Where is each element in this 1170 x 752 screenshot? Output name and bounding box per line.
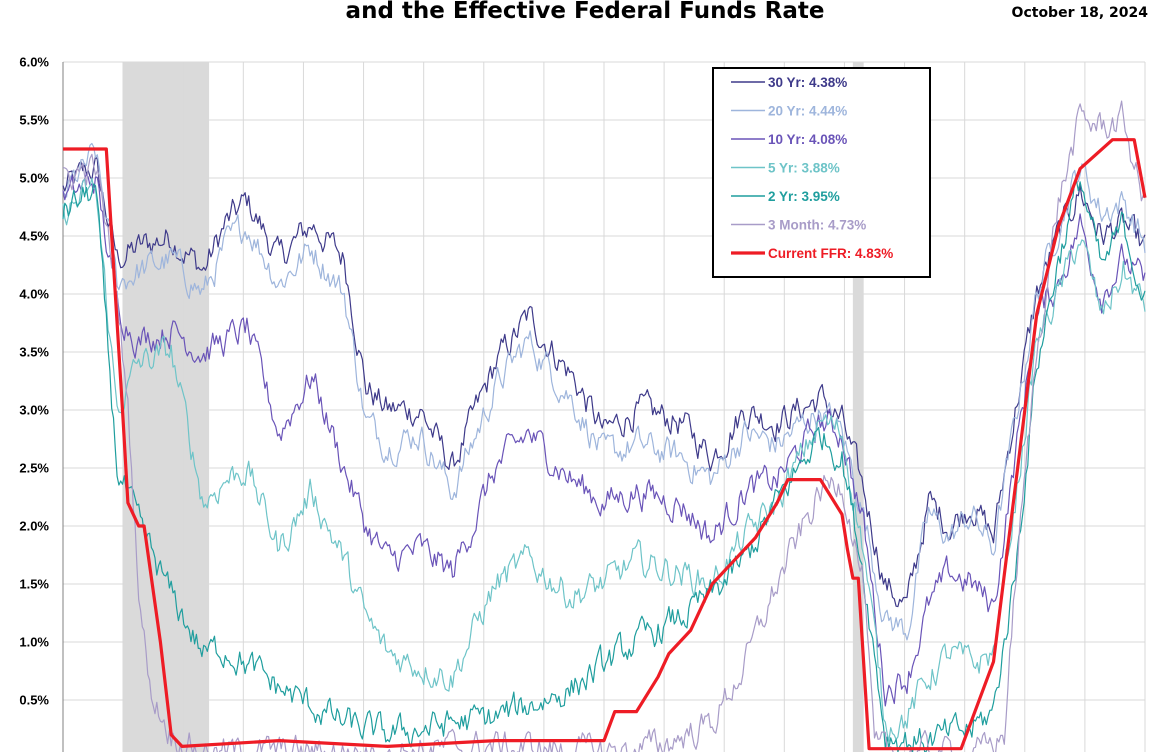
legend-box <box>712 67 931 278</box>
y-tick-label: 4.5% <box>19 229 49 244</box>
legend-label: 5 Yr: 3.88% <box>768 161 840 176</box>
legend-label: 2 Yr: 3.95% <box>768 189 840 204</box>
legend-label: 3 Month: 4.73% <box>768 218 866 233</box>
y-tick-label: 2.5% <box>19 461 49 476</box>
y-tick-label: 1.5% <box>19 577 49 592</box>
series-line-10-yr <box>62 173 1146 707</box>
series-line-5-yr <box>62 177 1146 742</box>
y-tick-label: 2.0% <box>19 519 49 534</box>
chart-title: and the Effective Federal Funds Rate <box>345 0 825 24</box>
y-tick-label: 6.0% <box>19 55 49 70</box>
y-axis: 0.5% 1.0% 1.5% 2.0% 2.5% 3.0% 3.5% 4.0% 4.5% 5.0%… <box>19 55 49 708</box>
recession-shading-group <box>122 62 864 752</box>
legend: 30 Yr: 4.38% 20 Yr: 4.44% 10 Yr: 4.08% 5 Yr… <box>712 67 931 278</box>
legend-label: Current FFR: 4.83% <box>768 246 893 261</box>
recession-band-0 <box>122 62 210 752</box>
y-tick-label: 3.5% <box>19 345 49 360</box>
y-tick-label: 5.5% <box>19 113 49 128</box>
series-line-30-yr <box>62 155 1146 608</box>
series-lines <box>62 100 1147 752</box>
legend-label: 30 Yr: 4.38% <box>768 75 847 90</box>
legend-label: 10 Yr: 4.08% <box>768 132 847 147</box>
series-line-current-ffr <box>63 138 1147 751</box>
y-tick-label: 4.0% <box>19 287 49 302</box>
series-line-20-yr <box>62 142 1146 641</box>
legend-label: 20 Yr: 4.44% <box>768 104 847 119</box>
y-tick-label: 1.0% <box>19 635 49 650</box>
y-tick-label: 5.0% <box>19 171 49 186</box>
date-label: October 18, 2024 <box>1011 5 1148 21</box>
y-tick-label: 0.5% <box>19 693 49 708</box>
gridlines <box>62 61 1146 752</box>
y-tick-label: 3.0% <box>19 403 49 418</box>
recession-band-1 <box>852 62 864 752</box>
